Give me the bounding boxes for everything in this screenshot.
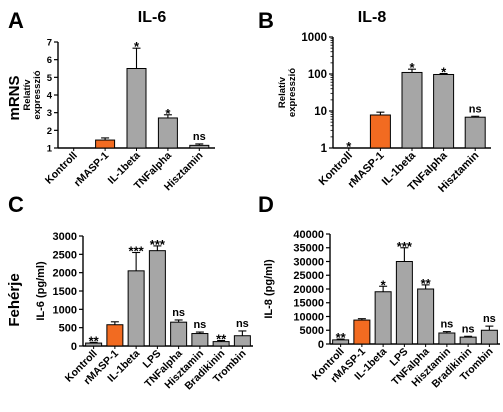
bar-rmasp-1 (106, 324, 124, 347)
bar-tnfalpha (170, 321, 188, 347)
y-tick-label: 10 (314, 106, 327, 118)
bar-lps (395, 261, 413, 345)
y-tick-label: 6 (47, 55, 52, 66)
significance-label: * (134, 39, 140, 54)
chart-a: 1234567RelatívexpresszióKontrollrMASP-1*… (22, 37, 215, 193)
bar-trombin (233, 335, 251, 347)
chart-b: 1101001000Relatívexpresszió*KontrollrMAS… (277, 32, 491, 195)
row-label-mrns: mRNS (6, 75, 23, 120)
significance-label: ns (193, 131, 206, 143)
panel-letter-d: D (258, 192, 274, 217)
y-tick-label: 5000 (300, 325, 324, 337)
panel-letter-c: C (8, 192, 24, 217)
significance-label: ** (336, 330, 347, 345)
y-tick-label: 7 (47, 37, 52, 48)
y-tick-label: 2500 (53, 249, 77, 261)
y-tick-label: 3000 (53, 231, 77, 243)
significance-label: * (409, 60, 415, 75)
significance-label: * (441, 65, 447, 80)
bar-hisztamin (464, 116, 486, 149)
bar-tnfalpha (433, 73, 455, 149)
bar-tnfalpha (157, 117, 178, 149)
bar-bradikinin (459, 336, 477, 345)
y-tick-label: 0 (318, 339, 324, 351)
significance-label: *** (397, 239, 413, 254)
y-tick-label: 25000 (293, 270, 324, 282)
y-tick-label: 35000 (293, 243, 324, 255)
significance-label: ns (193, 319, 206, 331)
significance-label: *** (150, 237, 166, 252)
bar-hisztamin (191, 333, 209, 347)
significance-label: ** (421, 276, 432, 291)
significance-label: * (346, 139, 352, 154)
significance-label: ns (462, 323, 475, 335)
significance-label: ns (483, 313, 496, 325)
y-tick-label: 1500 (53, 286, 77, 298)
y-axis-label: IL-8 (pg/ml) (263, 259, 275, 319)
y-tick-label: 2 (47, 126, 52, 137)
y-tick-label: 30000 (293, 256, 324, 268)
bar-il-1beta (127, 270, 145, 347)
panel-letter-b: B (258, 8, 274, 33)
bar-tnfalpha (417, 288, 435, 345)
y-tick-label: 4 (47, 90, 53, 101)
bar-trombin (480, 329, 498, 345)
significance-label: ns (469, 103, 482, 115)
panel-letter-a: A (8, 8, 24, 33)
title-il8: IL-8 (358, 9, 387, 26)
significance-label: ns (236, 318, 249, 330)
significance-label: ns (172, 307, 185, 319)
bar-rmasp-1 (369, 114, 391, 149)
y-tick-label: 20000 (293, 284, 324, 296)
significance-label: *** (129, 244, 145, 259)
y-tick-label: 1000 (301, 32, 327, 44)
row-label-feherje: Fehérje (6, 273, 23, 326)
significance-label: * (381, 277, 387, 292)
bar-hisztamin (438, 332, 456, 345)
y-tick-label: 10000 (293, 311, 324, 323)
y-tick-label: 3 (47, 108, 52, 119)
x-category-label: rMASP-1 (72, 150, 112, 190)
bar-rmasp-1 (95, 139, 116, 149)
y-tick-label: 1000 (53, 304, 77, 316)
bar-hisztamin (189, 144, 210, 149)
bar-il-1beta (401, 71, 423, 149)
significance-label: * (165, 106, 171, 121)
y-tick-label: 15000 (293, 298, 324, 310)
significance-label: ** (89, 333, 100, 348)
y-tick-label: 1 (321, 143, 328, 155)
y-tick-label: 1 (47, 143, 53, 154)
bar-il-1beta (126, 68, 147, 149)
significance-label: ns (440, 319, 453, 331)
y-tick-label: 40000 (293, 229, 324, 241)
y-tick-label: 100 (308, 69, 327, 81)
y-tick-label: 0 (71, 341, 77, 353)
y-tick-label: 500 (59, 323, 77, 335)
y-tick-label: 5 (47, 73, 53, 84)
y-axis-label: Relatívexpresszió (277, 68, 298, 117)
y-tick-label: 2000 (53, 268, 77, 280)
y-axis-label: IL-6 (pg/ml) (35, 261, 47, 321)
bar-il-1beta (374, 291, 392, 345)
title-il6: IL-6 (138, 9, 167, 26)
y-axis-label: Relatívexpresszió (22, 70, 43, 119)
bar-rmasp-1 (353, 319, 371, 345)
bar-lps (148, 250, 166, 347)
significance-label: ** (216, 332, 227, 347)
